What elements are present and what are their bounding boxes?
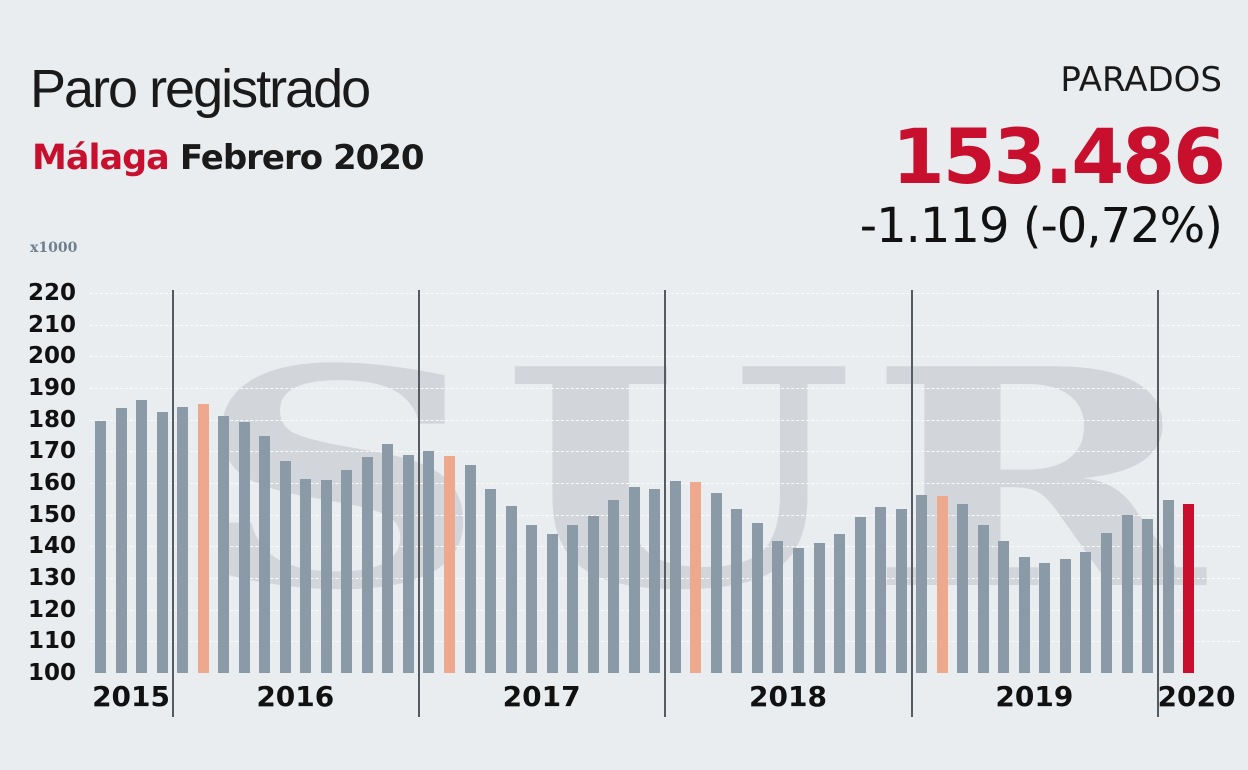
bar-may-2018 xyxy=(751,522,763,673)
bar-mar-2019 xyxy=(957,503,969,673)
bar-abr-2019 xyxy=(977,524,989,673)
bar-nov-2015 xyxy=(136,400,148,673)
bar-ago-2019 xyxy=(1059,559,1071,673)
bar-abr-2017 xyxy=(485,489,497,673)
bar-dic-2017 xyxy=(649,489,661,673)
y-tick-label: 220 xyxy=(28,280,77,306)
bar-may-2016 xyxy=(259,436,271,673)
bar-jul-2016 xyxy=(300,478,312,673)
bar-dic-2019 xyxy=(1142,518,1154,673)
y-tick-label: 100 xyxy=(28,660,77,686)
unit-label: x1000 xyxy=(30,240,78,256)
y-tick-label: 150 xyxy=(28,501,77,528)
bar-jul-2018 xyxy=(793,547,805,673)
bar-ago-2016 xyxy=(320,480,332,673)
x-year-label: 2018 xyxy=(749,680,827,713)
bar-nov-2017 xyxy=(628,486,640,673)
bar-jul-2019 xyxy=(1039,562,1051,673)
bar-oct-2016 xyxy=(361,456,373,673)
bar-ene-2016 xyxy=(177,407,189,673)
bar-dic-2016 xyxy=(402,455,414,673)
y-tick-label: 120 xyxy=(28,596,77,623)
bar-mar-2017 xyxy=(464,464,476,673)
bar-oct-2019 xyxy=(1100,532,1112,673)
bar-dic-2018 xyxy=(895,509,907,673)
bar-may-2017 xyxy=(505,505,517,673)
y-tick-label: 190 xyxy=(28,375,77,401)
year-divider xyxy=(664,290,667,717)
bar-jun-2016 xyxy=(279,461,291,673)
bar-feb-2016 xyxy=(197,404,209,673)
bar-mar-2018 xyxy=(710,493,722,673)
bar-ene-2020 xyxy=(1162,500,1174,673)
bar-sep-2016 xyxy=(341,470,353,673)
year-divider xyxy=(171,290,174,717)
bar-nov-2018 xyxy=(875,506,887,673)
bar-sep-2015 xyxy=(95,420,106,673)
bar-sep-2018 xyxy=(834,533,846,673)
bar-jun-2017 xyxy=(526,524,538,673)
bar-jun-2019 xyxy=(1018,556,1030,673)
y-tick-label: 180 xyxy=(28,406,77,433)
bar-nov-2019 xyxy=(1121,514,1133,673)
year-divider xyxy=(417,290,420,717)
bar-oct-2017 xyxy=(608,500,620,673)
year-divider xyxy=(1157,290,1160,717)
bar-nov-2016 xyxy=(382,444,394,673)
y-tick-label: 110 xyxy=(28,628,77,655)
city-label: Málaga xyxy=(32,138,170,178)
bar-sep-2019 xyxy=(1080,551,1092,673)
y-tick-label: 210 xyxy=(28,311,77,338)
bar-feb-2020 xyxy=(1183,503,1195,673)
bar-feb-2019 xyxy=(936,496,948,673)
bar-dic-2015 xyxy=(156,412,168,673)
period-label: Febrero 2020 xyxy=(179,138,425,178)
year-divider xyxy=(910,290,913,717)
bar-feb-2017 xyxy=(444,456,455,673)
bar-ene-2017 xyxy=(423,451,435,673)
x-year-label: 2019 xyxy=(995,680,1074,713)
y-tick-label: 170 xyxy=(28,438,77,465)
kpi-change: -1.119 (-0,72%) xyxy=(859,198,1223,254)
bar-jul-2017 xyxy=(546,533,558,673)
bar-ago-2018 xyxy=(813,542,825,673)
bar-may-2019 xyxy=(998,541,1010,673)
bar-ago-2017 xyxy=(567,524,579,673)
bar-oct-2015 xyxy=(115,408,127,673)
bar-jun-2018 xyxy=(772,541,784,673)
bar-abr-2016 xyxy=(238,422,250,673)
bar-abr-2018 xyxy=(731,508,743,673)
kpi-label: PARADOS xyxy=(1060,60,1222,100)
kpi-value: 153.486 xyxy=(891,112,1226,201)
y-tick-label: 160 xyxy=(28,470,77,496)
bar-mar-2016 xyxy=(218,416,230,673)
y-tick-label: 200 xyxy=(28,343,77,370)
chart-subtitle: Málaga Febrero 2020 xyxy=(32,138,425,178)
bar-sep-2017 xyxy=(587,515,599,673)
x-year-label: 2020 xyxy=(1157,680,1236,713)
y-tick-label: 130 xyxy=(28,565,77,591)
chart-title: Paro registrado xyxy=(30,59,371,119)
bar-feb-2018 xyxy=(690,481,702,673)
bar-oct-2018 xyxy=(854,516,866,673)
bar-ene-2018 xyxy=(669,481,681,673)
x-year-label: 2015 xyxy=(92,680,171,713)
bar-ene-2019 xyxy=(916,495,928,673)
x-year-label: 2017 xyxy=(502,680,581,713)
x-year-label: 2016 xyxy=(256,680,335,713)
y-tick-label: 140 xyxy=(28,533,77,560)
